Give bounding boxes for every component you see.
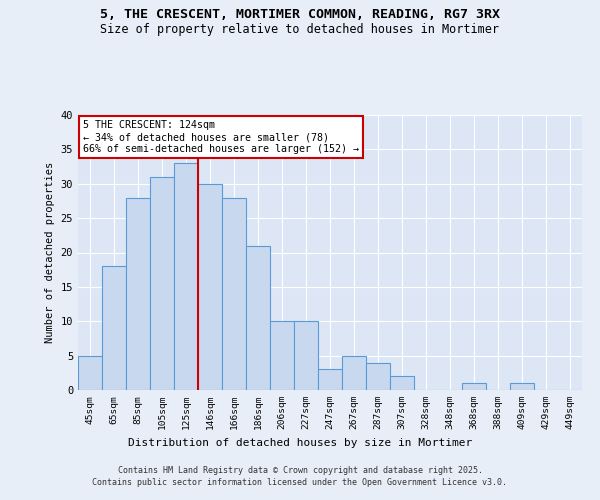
Bar — [342, 356, 366, 390]
Bar — [462, 383, 486, 390]
Bar — [390, 376, 414, 390]
Bar — [198, 184, 222, 390]
Text: Contains HM Land Registry data © Crown copyright and database right 2025.: Contains HM Land Registry data © Crown c… — [118, 466, 482, 475]
Bar — [150, 177, 174, 390]
Text: Distribution of detached houses by size in Mortimer: Distribution of detached houses by size … — [128, 438, 472, 448]
Bar — [246, 246, 270, 390]
Bar — [294, 322, 318, 390]
Text: Contains public sector information licensed under the Open Government Licence v3: Contains public sector information licen… — [92, 478, 508, 487]
Bar — [222, 198, 246, 390]
Bar — [270, 322, 294, 390]
Text: Size of property relative to detached houses in Mortimer: Size of property relative to detached ho… — [101, 22, 499, 36]
Bar — [318, 370, 342, 390]
Y-axis label: Number of detached properties: Number of detached properties — [45, 162, 55, 343]
Text: 5 THE CRESCENT: 124sqm
← 34% of detached houses are smaller (78)
66% of semi-det: 5 THE CRESCENT: 124sqm ← 34% of detached… — [83, 120, 359, 154]
Bar — [510, 383, 534, 390]
Bar — [126, 198, 150, 390]
Bar — [102, 266, 126, 390]
Bar — [366, 362, 390, 390]
Text: 5, THE CRESCENT, MORTIMER COMMON, READING, RG7 3RX: 5, THE CRESCENT, MORTIMER COMMON, READIN… — [100, 8, 500, 20]
Bar — [174, 163, 198, 390]
Bar — [78, 356, 102, 390]
